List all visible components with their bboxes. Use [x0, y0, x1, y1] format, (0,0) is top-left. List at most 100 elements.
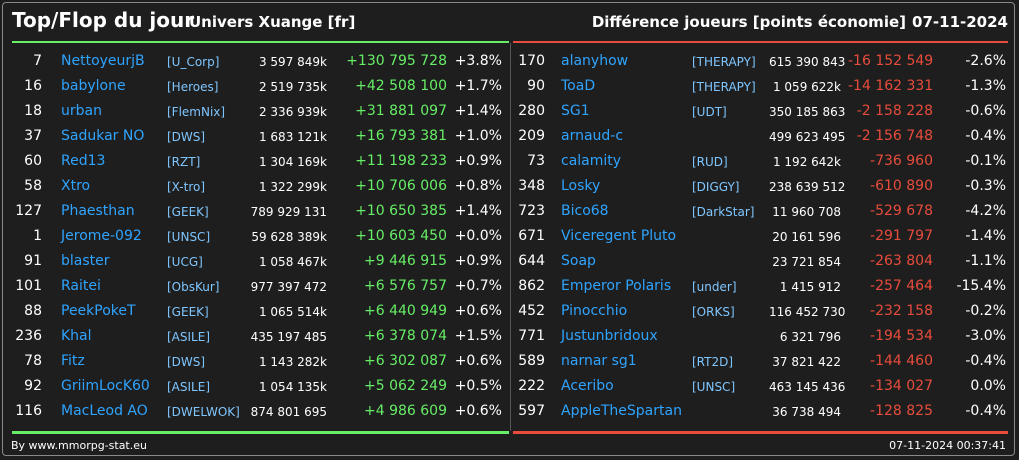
points-delta-percent: +0.6% — [454, 353, 502, 369]
player-name[interactable]: Phaesthan — [61, 203, 135, 219]
player-alliance: [UCG] — [167, 255, 203, 269]
points-delta: -134 027 — [870, 378, 933, 394]
player-name[interactable]: babylone — [61, 78, 126, 94]
player-rank: 671 — [518, 228, 545, 244]
loser-row: 771 Justunbridoux 6 321 796 -194 534 -3.0% — [513, 324, 1008, 349]
loser-row: 222 Aceribo [UNSC] 463 145 436 -134 027 0.0% — [513, 374, 1008, 399]
player-alliance: [DWELWOK] — [167, 405, 240, 419]
points-delta-percent: -1.1% — [965, 253, 1006, 269]
points-delta-percent: -0.4% — [965, 353, 1006, 369]
gainer-row: 236 Khal [ASILE] 435 197 485 +6 378 074 +1.5% — [12, 324, 507, 349]
player-name[interactable]: Losky — [561, 178, 601, 194]
player-points: 116 452 730 — [769, 305, 846, 319]
player-name[interactable]: Xtro — [61, 178, 91, 194]
points-delta: +6 302 087 — [364, 353, 447, 369]
player-name[interactable]: Bico68 — [561, 203, 609, 219]
gainer-row: 60 Red13 [RZT] 1 304 169k +11 198 233 +0.9% — [12, 149, 507, 174]
gainer-row: 88 PeekPokeT [GEEK] 1 065 514k +6 440 949 +0.… — [12, 299, 507, 324]
player-points: 2 336 939k — [258, 105, 327, 119]
player-alliance: [ASILE] — [167, 380, 210, 394]
player-name[interactable]: Raitei — [61, 278, 101, 294]
player-alliance: [GEEK] — [167, 305, 209, 319]
player-points: 1 058 467k — [258, 255, 327, 269]
header-date: 07-11-2024 — [912, 13, 1008, 31]
player-points: 3 597 849k — [258, 55, 327, 69]
player-points: 6 321 796 — [779, 330, 841, 344]
player-name[interactable]: Red13 — [61, 153, 106, 169]
player-name[interactable]: alanyhow — [561, 53, 629, 69]
player-rank: 58 — [24, 178, 42, 194]
player-points: 435 197 485 — [250, 330, 327, 344]
player-name[interactable]: NettoyeurjB — [61, 53, 145, 69]
points-delta-percent: -3.0% — [965, 328, 1006, 344]
player-name[interactable]: SG1 — [561, 103, 590, 119]
player-points: 37 821 422 — [772, 355, 841, 369]
player-name[interactable]: Emperor Polaris — [561, 278, 672, 294]
player-name[interactable]: Justunbridoux — [561, 328, 658, 344]
player-points: 789 929 131 — [250, 205, 327, 219]
player-alliance: [Heroes] — [167, 80, 219, 94]
player-name[interactable]: AppleTheSpartan — [561, 403, 682, 419]
player-points: 1 415 912 — [779, 280, 841, 294]
gainer-row: 127 Phaesthan [GEEK] 789 929 131 +10 650 385… — [12, 199, 507, 224]
gainer-row: 78 Fitz [DWS] 1 143 282k +6 302 087 +0.6% — [12, 349, 507, 374]
player-name[interactable]: Jerome-092 — [61, 228, 142, 244]
player-rank: 88 — [24, 303, 42, 319]
player-name[interactable]: narnar sg1 — [561, 353, 637, 369]
player-name[interactable]: Soap — [561, 253, 596, 269]
player-rank: 60 — [24, 153, 42, 169]
gainer-row: 1 Jerome-092 [UNSC] 59 628 389k +10 603 450 +… — [12, 224, 507, 249]
player-name[interactable]: MacLeod AO — [61, 403, 148, 419]
player-name[interactable]: arnaud-c — [561, 128, 624, 144]
player-points: 615 390 843 — [769, 55, 846, 69]
player-name[interactable]: PeekPokeT — [61, 303, 136, 319]
player-rank: 236 — [15, 328, 42, 344]
points-delta: -610 890 — [870, 178, 933, 194]
player-name[interactable]: blaster — [61, 253, 110, 269]
player-rank: 127 — [15, 203, 42, 219]
player-name[interactable]: Pinocchio — [561, 303, 628, 319]
player-points: 499 623 495 — [769, 130, 846, 144]
player-name[interactable]: Viceregent Pluto — [561, 228, 677, 244]
player-rank: 116 — [15, 403, 42, 419]
player-points: 1 304 169k — [258, 155, 327, 169]
player-alliance: [DWS] — [167, 130, 206, 144]
points-delta-percent: +0.7% — [454, 278, 502, 294]
points-delta-percent: +0.9% — [454, 253, 502, 269]
player-name[interactable]: calamity — [561, 153, 622, 169]
player-name[interactable]: Khal — [61, 328, 92, 344]
points-delta: -529 678 — [870, 203, 933, 219]
player-name[interactable]: urban — [61, 103, 102, 119]
gainer-row: 116 MacLeod AO [DWELWOK] 874 801 695 +4 986 … — [12, 399, 507, 424]
points-delta: +5 062 249 — [364, 378, 447, 394]
player-points: 1 322 299k — [258, 180, 327, 194]
bottom-separator-gain — [12, 431, 509, 434]
bottom-separator-loss — [513, 431, 1008, 434]
gainer-row: 92 GriimLocK60 [ASILE] 1 054 135k +5 062 249… — [12, 374, 507, 399]
points-delta: -2 158 228 — [856, 103, 933, 119]
player-alliance: [RT2D] — [692, 355, 734, 369]
player-points: 238 639 512 — [769, 180, 846, 194]
points-delta-percent: +3.8% — [454, 53, 502, 69]
player-points: 1 065 514k — [258, 305, 327, 319]
points-delta: +6 440 949 — [364, 303, 447, 319]
points-delta: -194 534 — [870, 328, 933, 344]
player-alliance: [X-tro] — [167, 180, 206, 194]
player-rank: 222 — [518, 378, 545, 394]
player-rank: 771 — [518, 328, 545, 344]
player-alliance: [DIGGY] — [692, 180, 740, 194]
player-name[interactable]: Aceribo — [561, 378, 614, 394]
player-alliance: [DarkStar] — [692, 205, 755, 219]
player-points: 350 185 863 — [769, 105, 846, 119]
player-name[interactable]: Fitz — [61, 353, 85, 369]
gainer-row: 37 Sadukar NO [DWS] 1 683 121k +16 793 381 +1… — [12, 124, 507, 149]
player-points: 1 683 121k — [258, 130, 327, 144]
player-name[interactable]: ToaD — [561, 78, 596, 94]
player-name[interactable]: Sadukar NO — [61, 128, 145, 144]
page-title: Top/Flop du jour — [12, 8, 195, 32]
top-separator-gain — [12, 41, 509, 43]
points-delta: +16 793 381 — [355, 128, 447, 144]
player-alliance: [ASILE] — [167, 330, 210, 344]
player-name[interactable]: GriimLocK60 — [61, 378, 150, 394]
